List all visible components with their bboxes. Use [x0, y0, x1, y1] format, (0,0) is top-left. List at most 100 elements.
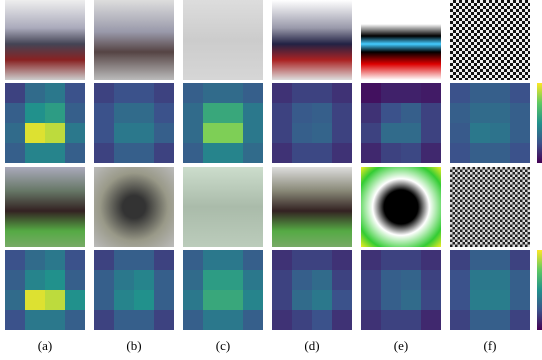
- heatmap-cell: [243, 103, 263, 123]
- heatmap: [450, 83, 530, 163]
- heatmap-cell: [272, 123, 292, 143]
- heatmap-cell: [223, 250, 243, 270]
- heatmap-cell: [361, 290, 381, 310]
- heatmap-cell: [5, 83, 25, 103]
- heatmap-cell: [450, 123, 470, 143]
- heatmap-cell: [361, 123, 381, 143]
- heatmap: [5, 250, 85, 330]
- heatmap-cell: [134, 83, 154, 103]
- image: [450, 0, 530, 80]
- heatmap-cell: [450, 290, 470, 310]
- heatmap-cell: [510, 83, 530, 103]
- heatmap-cell: [223, 103, 243, 123]
- heatmap-cell: [243, 143, 263, 163]
- heatmap-cell: [5, 103, 25, 123]
- heatmap-cell: [114, 83, 134, 103]
- image: [272, 167, 352, 247]
- heatmap-cell: [361, 310, 381, 330]
- heatmap-cell: [292, 310, 312, 330]
- heatmap: [183, 83, 263, 163]
- heatmap-cell: [183, 310, 203, 330]
- heatmap-cell: [510, 310, 530, 330]
- heatmap-cell: [154, 123, 174, 143]
- heatmap-cell: [381, 83, 401, 103]
- heatmap-cell: [203, 83, 223, 103]
- heatmap-cell: [114, 103, 134, 123]
- heatmap-cell: [510, 103, 530, 123]
- heatmap-cell: [243, 123, 263, 143]
- heatmap-cell: [154, 270, 174, 290]
- heatmap: [272, 250, 352, 330]
- heatmap-cell: [203, 310, 223, 330]
- heatmap-cell: [332, 143, 352, 163]
- heatmap-cell: [312, 143, 332, 163]
- heatmap-cell: [470, 103, 490, 123]
- heatmap-cell: [361, 270, 381, 290]
- heatmap-cell: [94, 143, 114, 163]
- heatmap-cell: [223, 270, 243, 290]
- heatmap-cell: [361, 103, 381, 123]
- heatmap-cell: [381, 270, 401, 290]
- heatmap-cell: [272, 83, 292, 103]
- heatmap-cell: [5, 310, 25, 330]
- heatmap-cell: [401, 103, 421, 123]
- heatmap-cell: [134, 250, 154, 270]
- heatmap: [361, 250, 441, 330]
- heatmap: [5, 83, 85, 163]
- panel-label: (a): [37, 338, 53, 353]
- heatmap-cell: [490, 143, 510, 163]
- heatmap-cell: [381, 123, 401, 143]
- heatmap-cell: [510, 143, 530, 163]
- heatmap-cell: [134, 123, 154, 143]
- heatmap-cell: [450, 310, 470, 330]
- heatmap-cell: [421, 310, 441, 330]
- heatmap-cell: [381, 290, 401, 310]
- heatmap-cell: [223, 290, 243, 310]
- heatmap-cell: [510, 290, 530, 310]
- heatmap-cell: [183, 270, 203, 290]
- heatmap-cell: [65, 103, 85, 123]
- image: [450, 167, 530, 247]
- heatmap-cell: [450, 143, 470, 163]
- heatmap-cell: [25, 103, 45, 123]
- heatmap-cell: [312, 270, 332, 290]
- heatmap-cell: [470, 250, 490, 270]
- heatmap-cell: [361, 83, 381, 103]
- heatmap-cell: [450, 83, 470, 103]
- heatmap-cell: [421, 270, 441, 290]
- panel-label: (b): [126, 338, 142, 353]
- heatmap-cell: [5, 270, 25, 290]
- heatmap-cell: [183, 250, 203, 270]
- heatmap-cell: [183, 83, 203, 103]
- heatmap-cell: [490, 270, 510, 290]
- heatmap-cell: [65, 83, 85, 103]
- image: [361, 0, 441, 80]
- heatmap-cell: [292, 83, 312, 103]
- heatmap-cell: [381, 103, 401, 123]
- heatmap-cell: [114, 290, 134, 310]
- heatmap-cell: [45, 123, 65, 143]
- heatmap-cell: [272, 310, 292, 330]
- panel-label: (f): [483, 338, 497, 353]
- image: [183, 0, 263, 80]
- heatmap-cell: [134, 270, 154, 290]
- heatmap-cell: [203, 270, 223, 290]
- heatmap-cell: [45, 143, 65, 163]
- heatmap-cell: [65, 310, 85, 330]
- heatmap-cell: [401, 270, 421, 290]
- heatmap-cell: [490, 123, 510, 143]
- heatmap-cell: [154, 290, 174, 310]
- heatmap-cell: [223, 123, 243, 143]
- heatmap-cell: [312, 123, 332, 143]
- heatmap-cell: [45, 250, 65, 270]
- heatmap-cell: [381, 250, 401, 270]
- heatmap-cell: [5, 123, 25, 143]
- heatmap-cell: [401, 83, 421, 103]
- image: [94, 0, 174, 80]
- heatmap-cell: [154, 143, 174, 163]
- heatmap-cell: [25, 83, 45, 103]
- heatmap-cell: [312, 310, 332, 330]
- heatmap-cell: [470, 290, 490, 310]
- heatmap-cell: [65, 143, 85, 163]
- heatmap-cell: [45, 83, 65, 103]
